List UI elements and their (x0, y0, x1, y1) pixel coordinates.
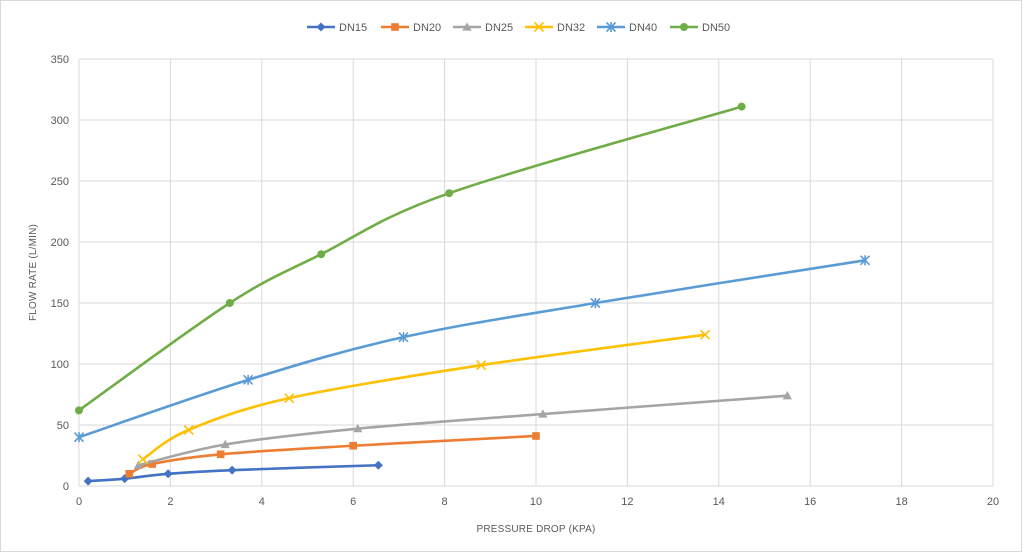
data-point (125, 470, 134, 478)
legend-marker (391, 23, 399, 31)
x-tick-label: 4 (259, 496, 265, 508)
data-point (137, 454, 149, 465)
data-point (445, 189, 454, 198)
gridlines (78, 58, 994, 487)
legend-item-dn32[interactable]: DN32 (525, 21, 585, 34)
data-point (284, 393, 295, 404)
x-axis-ticks: 0 2 4 6 8 10 12 14 16 18 20 (76, 496, 999, 508)
series-line (86, 463, 380, 483)
data-point (532, 432, 540, 440)
data-point (353, 423, 363, 433)
y-tick-label: 250 (51, 176, 69, 188)
legend-item-dn25[interactable]: DN25 (453, 22, 513, 34)
x-axis-title: PRESSURE DROP (KPA) (476, 524, 595, 535)
series-group (73, 102, 871, 486)
y-axis-ticks: 0 50 100 150 200 250 300 350 (51, 54, 69, 493)
data-point (373, 460, 383, 470)
data-point (183, 424, 194, 435)
data-point (163, 469, 173, 479)
data-point (349, 441, 357, 450)
data-point (859, 255, 871, 266)
series-line (137, 394, 789, 467)
data-point (220, 439, 230, 449)
data-point (148, 460, 156, 468)
legend-label: DN15 (339, 22, 367, 34)
x-tick-label: 6 (350, 496, 356, 508)
y-tick-label: 300 (51, 115, 69, 127)
legend-label: DN20 (413, 22, 441, 34)
series-dn40[interactable] (73, 255, 871, 443)
x-tick-label: 10 (530, 496, 542, 508)
data-point (737, 102, 746, 111)
legend-item-dn50[interactable]: DN50 (670, 22, 730, 34)
y-tick-label: 150 (51, 298, 69, 310)
legend[interactable]: DN15 DN20 DN25 DN32 DN40 DN50 (307, 21, 730, 34)
x-tick-label: 2 (167, 496, 173, 508)
data-point (133, 460, 144, 469)
x-tick-label: 14 (713, 496, 725, 508)
legend-marker (533, 21, 545, 33)
x-tick-label: 12 (621, 496, 633, 508)
x-tick-label: 0 (76, 496, 82, 508)
data-point (225, 299, 234, 307)
legend-item-dn40[interactable]: DN40 (597, 21, 657, 34)
legend-item-dn15[interactable]: DN15 (307, 22, 367, 34)
series-line (77, 105, 743, 412)
data-point (227, 465, 237, 475)
data-point (398, 332, 409, 343)
legend-marker (605, 21, 617, 33)
y-axis-title: FLOW RATE (L/MIN) (28, 224, 39, 321)
y-tick-label: 0 (63, 481, 69, 493)
data-point (216, 450, 225, 459)
data-point (317, 250, 326, 259)
data-point (538, 409, 548, 418)
legend-label: DN50 (702, 22, 730, 34)
legend-marker (680, 23, 688, 31)
series-line (141, 333, 707, 461)
legend-label: DN32 (557, 22, 585, 34)
series-dn15[interactable] (83, 460, 383, 486)
data-point (75, 406, 83, 415)
x-tick-label: 16 (804, 496, 816, 508)
data-point (83, 476, 93, 486)
series-line (127, 434, 538, 476)
legend-marker (462, 22, 472, 31)
data-point (73, 432, 85, 443)
y-tick-label: 350 (51, 54, 69, 66)
y-tick-label: 100 (51, 359, 69, 371)
legend-label: DN40 (629, 22, 657, 34)
data-point (476, 360, 487, 371)
series-dn32[interactable] (137, 329, 711, 465)
data-point (782, 390, 792, 400)
legend-item-dn20[interactable]: DN20 (381, 22, 441, 34)
y-tick-label: 200 (51, 237, 69, 249)
x-tick-label: 18 (895, 496, 907, 508)
data-point (243, 374, 254, 385)
series-dn20[interactable] (125, 432, 540, 478)
x-tick-label: 8 (442, 496, 448, 508)
x-tick-label: 20 (987, 496, 999, 508)
y-tick-label: 50 (57, 420, 69, 432)
series-dn25[interactable] (133, 390, 792, 469)
series-dn50[interactable] (75, 102, 746, 415)
data-point (700, 329, 711, 340)
legend-marker (316, 22, 326, 32)
series-line (77, 259, 867, 439)
legend-label: DN25 (485, 22, 513, 34)
data-point (590, 297, 601, 309)
